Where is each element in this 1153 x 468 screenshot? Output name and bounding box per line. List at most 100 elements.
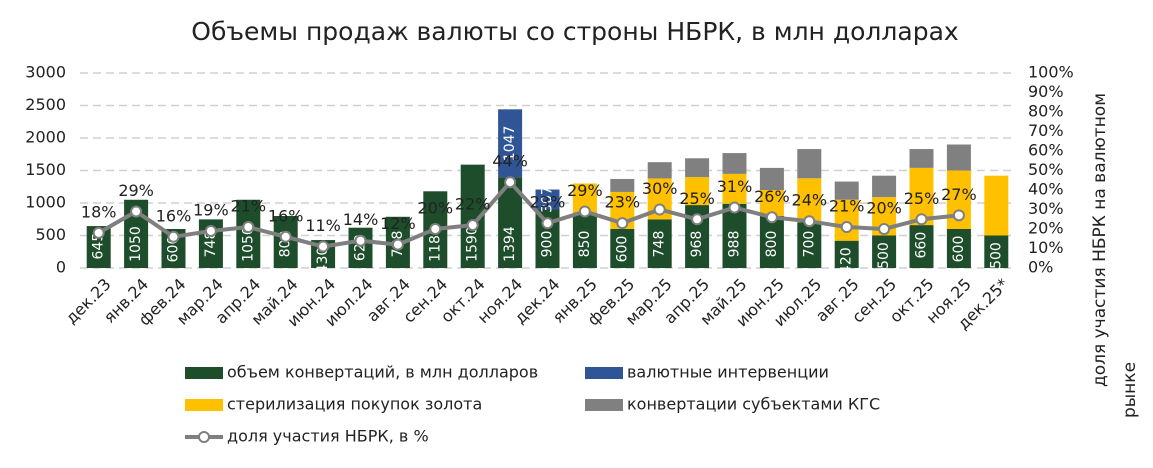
- data-label: 748: [203, 231, 219, 258]
- line-marker: [167, 230, 180, 243]
- line-marker: [204, 224, 217, 237]
- legend-label: стерилизация покупок золота: [227, 395, 482, 414]
- y-tick-label: 1500: [25, 160, 66, 179]
- bar: [498, 177, 523, 268]
- bar: [722, 203, 747, 268]
- data-label: 1047: [502, 126, 518, 162]
- data-label: 16%: [268, 206, 304, 225]
- bar: [797, 222, 822, 268]
- y-tick-label: 3000: [25, 63, 66, 82]
- data-label: 748: [652, 231, 668, 258]
- bar: [909, 225, 934, 268]
- y-tick-label: 2500: [25, 95, 66, 114]
- bar: [946, 144, 971, 171]
- data-label: 16%: [156, 206, 192, 225]
- data-label: 307: [540, 186, 556, 213]
- data-label: 29%: [567, 181, 603, 200]
- legend-label: валютные интервенции: [627, 363, 829, 382]
- bar: [872, 235, 897, 268]
- bar: [946, 229, 971, 268]
- data-label: 800: [764, 231, 780, 258]
- y-tick-label: 2000: [25, 128, 66, 147]
- bar: [535, 189, 560, 210]
- bar: [610, 178, 635, 192]
- data-label: 25%: [904, 189, 940, 208]
- bar: [834, 240, 859, 268]
- y2-axis-label: доля участия НБРК на валютномрынке: [1090, 93, 1140, 418]
- bar: [722, 173, 747, 204]
- bar: [685, 177, 710, 206]
- line-marker: [541, 217, 554, 230]
- data-label: 20%: [866, 199, 902, 218]
- y2-tick-label: 100%: [1028, 63, 1074, 82]
- line-marker: [130, 205, 143, 218]
- data-label: 11%: [305, 216, 341, 235]
- bar: [984, 175, 1009, 236]
- bar: [498, 109, 523, 178]
- data-label: 700: [801, 231, 817, 258]
- data-label: 850: [577, 231, 593, 258]
- data-label: 22%: [455, 195, 491, 214]
- data-label: 500: [988, 242, 1004, 269]
- data-label: 500: [876, 242, 892, 269]
- data-label: 23%: [605, 193, 641, 212]
- data-label: 660: [914, 232, 930, 259]
- y2-tick-label: 80%: [1028, 102, 1064, 121]
- line-marker: [653, 203, 666, 216]
- legend-swatch: [185, 367, 223, 379]
- data-label: 14%: [343, 210, 379, 229]
- y2-tick-label: 40%: [1028, 180, 1064, 199]
- y2-tick-label: 70%: [1028, 121, 1064, 140]
- data-label: 645: [91, 233, 107, 260]
- data-label: 21%: [829, 197, 865, 216]
- data-label: 968: [689, 231, 705, 258]
- line-marker: [803, 215, 816, 228]
- line-marker: [466, 219, 479, 232]
- y2-tick-label: 30%: [1028, 199, 1064, 218]
- data-label: 26%: [754, 187, 790, 206]
- data-label: 12%: [380, 214, 416, 233]
- legend-label: объем конвертаций, в млн долларов: [227, 363, 538, 382]
- bar: [647, 162, 672, 179]
- bar: [759, 216, 784, 268]
- line-marker: [578, 205, 591, 218]
- data-label: 20%: [418, 199, 454, 218]
- line-marker: [878, 223, 891, 235]
- bar: [647, 219, 672, 268]
- line-marker: [429, 223, 442, 235]
- legend-label: конвертации субъектами КГС: [627, 395, 880, 414]
- data-label: 1180: [427, 226, 443, 262]
- bar: [984, 235, 1009, 268]
- line-marker: [504, 176, 517, 189]
- legend-label: доля участия НБРК, в %: [227, 427, 429, 446]
- data-label: 27%: [941, 185, 977, 204]
- line-marker: [391, 238, 404, 251]
- line-marker: [92, 226, 105, 239]
- legend-swatch: [585, 399, 623, 411]
- legend-swatch: [198, 431, 210, 443]
- data-label: 600: [166, 236, 182, 263]
- bar: [236, 199, 261, 268]
- bar: [572, 212, 597, 268]
- bar: [797, 178, 822, 223]
- data-label: 24%: [792, 191, 828, 210]
- y2-tick-label: 60%: [1028, 141, 1064, 160]
- bar: [834, 181, 859, 200]
- data-label: 25%: [679, 189, 715, 208]
- bar: [872, 175, 897, 198]
- data-label: 988: [727, 231, 743, 258]
- bar: [834, 199, 859, 241]
- data-label: 600: [614, 236, 630, 263]
- data-label: 1050: [240, 226, 256, 262]
- data-label: 1394: [502, 226, 518, 262]
- line-marker: [317, 240, 330, 253]
- line-marker: [691, 213, 704, 226]
- data-label: 1590: [465, 226, 481, 262]
- y2-tick-label: 10%: [1028, 238, 1064, 257]
- data-label: 29%: [118, 181, 154, 200]
- bar: [759, 167, 784, 190]
- data-label: 30%: [642, 179, 678, 198]
- y-tick-label: 0: [56, 258, 66, 277]
- legend-swatch: [585, 367, 623, 379]
